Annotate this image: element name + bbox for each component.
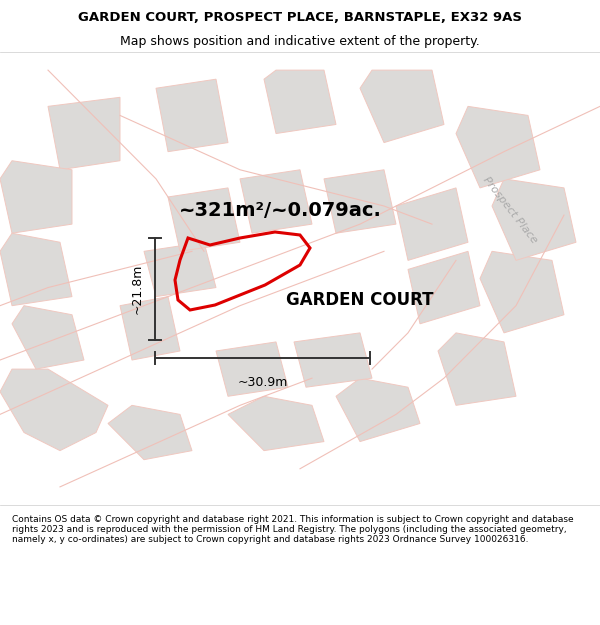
- Polygon shape: [336, 378, 420, 442]
- Polygon shape: [12, 306, 84, 369]
- Polygon shape: [240, 170, 312, 233]
- Polygon shape: [396, 188, 468, 261]
- Polygon shape: [294, 333, 372, 388]
- Text: ~21.8m: ~21.8m: [131, 264, 143, 314]
- Polygon shape: [480, 251, 564, 333]
- Polygon shape: [228, 396, 324, 451]
- Polygon shape: [0, 161, 72, 233]
- Polygon shape: [408, 251, 480, 324]
- Text: GARDEN COURT: GARDEN COURT: [286, 291, 434, 309]
- Polygon shape: [48, 98, 120, 170]
- Polygon shape: [324, 170, 396, 233]
- Polygon shape: [108, 406, 192, 460]
- Text: GARDEN COURT, PROSPECT PLACE, BARNSTAPLE, EX32 9AS: GARDEN COURT, PROSPECT PLACE, BARNSTAPLE…: [78, 11, 522, 24]
- Polygon shape: [492, 179, 576, 261]
- Polygon shape: [168, 188, 240, 251]
- Polygon shape: [0, 233, 72, 306]
- Polygon shape: [456, 106, 540, 188]
- Text: ~30.9m: ~30.9m: [238, 376, 287, 389]
- Polygon shape: [438, 333, 516, 406]
- Text: ~321m²/~0.079ac.: ~321m²/~0.079ac.: [179, 201, 382, 219]
- Polygon shape: [360, 70, 444, 142]
- Polygon shape: [144, 242, 216, 297]
- Text: Prospect Place: Prospect Place: [481, 175, 539, 245]
- Polygon shape: [156, 79, 228, 152]
- Polygon shape: [264, 70, 336, 134]
- Text: Contains OS data © Crown copyright and database right 2021. This information is : Contains OS data © Crown copyright and d…: [12, 514, 574, 544]
- Polygon shape: [120, 297, 180, 360]
- Text: Map shows position and indicative extent of the property.: Map shows position and indicative extent…: [120, 36, 480, 48]
- Polygon shape: [216, 342, 288, 396]
- Polygon shape: [0, 369, 108, 451]
